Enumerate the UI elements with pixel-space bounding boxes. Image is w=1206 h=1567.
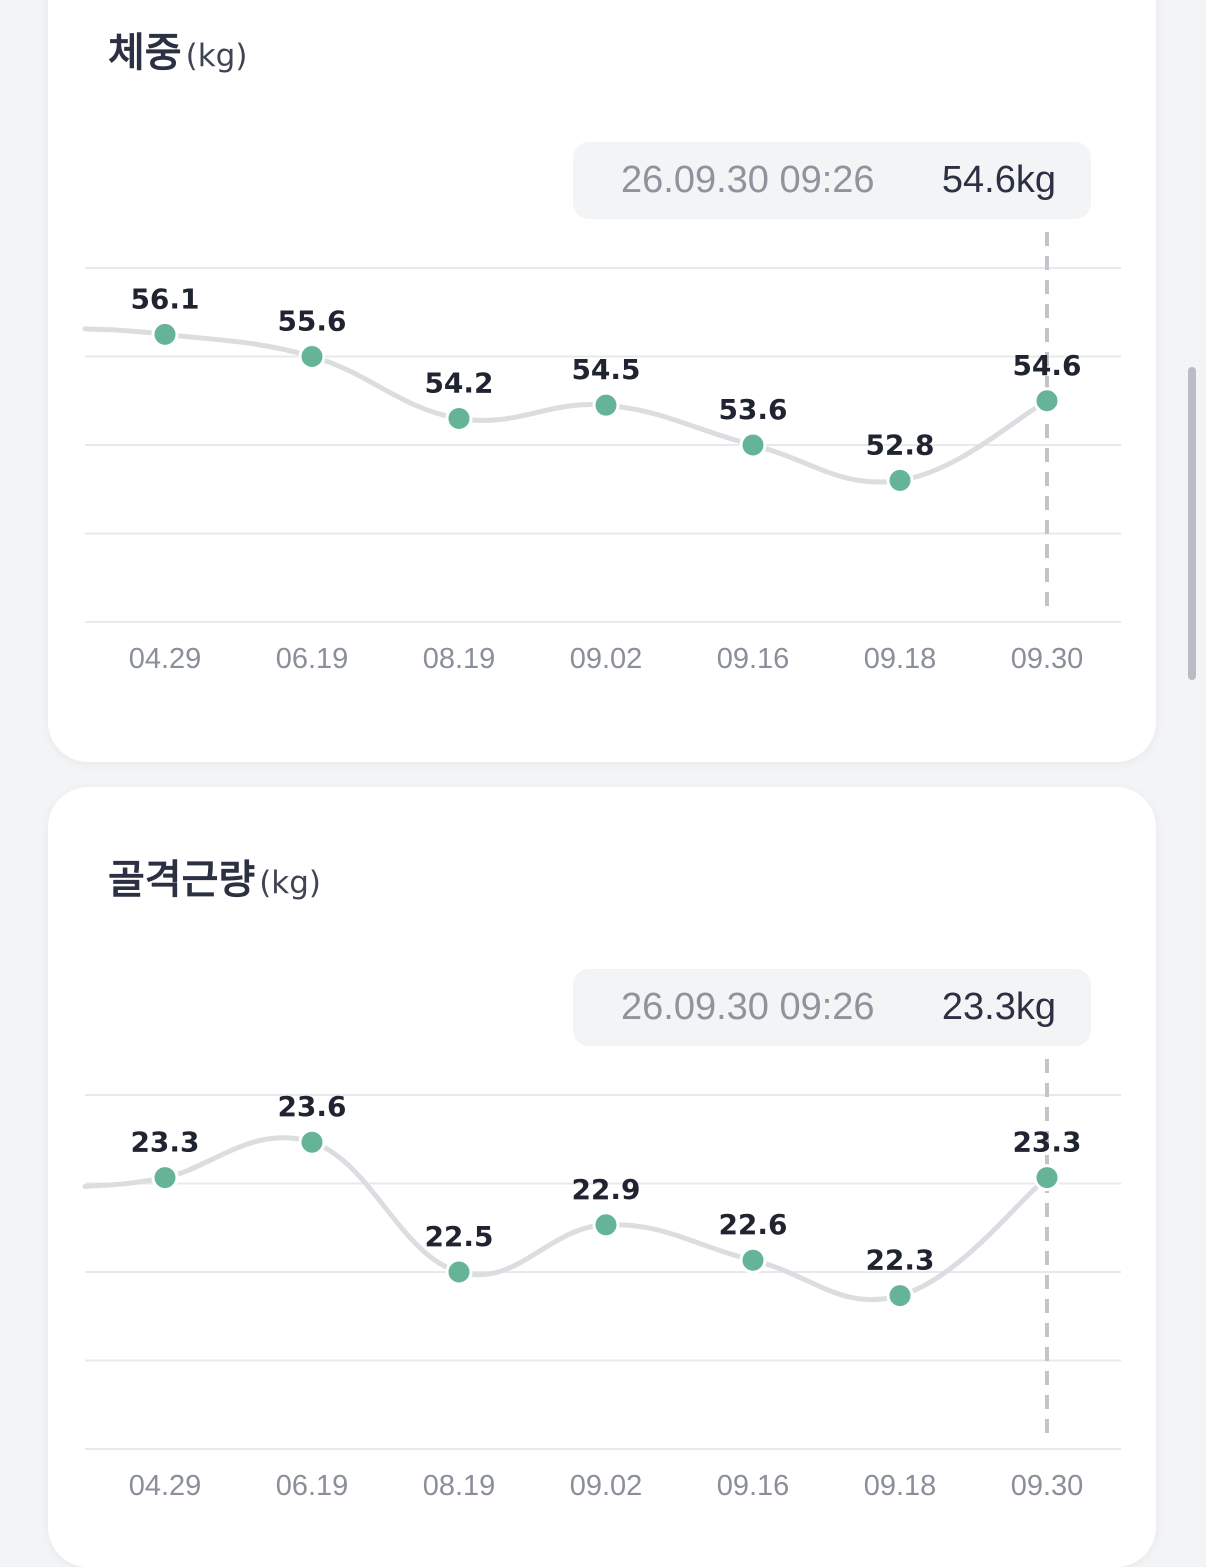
weight-data-label: 54.2 xyxy=(424,366,493,399)
muscle-tooltip-value: 23.3kg xyxy=(941,986,1056,1028)
muscle-data-label: 22.3 xyxy=(865,1244,934,1277)
weight-line-chart[interactable]: 56.1 55.6 54.2 54.5 53.6 52.8 54.6 04.29 06.19 08… xyxy=(48,0,1156,762)
weight-tooltip-time: 26.09.30 09:26 xyxy=(621,159,875,201)
muscle-point[interactable] xyxy=(445,1258,473,1286)
muscle-x-tick-label: 09.18 xyxy=(864,1470,937,1502)
weight-x-tick-label: 09.02 xyxy=(570,643,643,675)
muscle-data-label: 23.6 xyxy=(277,1090,346,1123)
muscle-point[interactable] xyxy=(1033,1164,1061,1192)
weight-point[interactable] xyxy=(739,431,767,459)
muscle-point[interactable] xyxy=(886,1282,914,1310)
weight-x-tick-label: 09.16 xyxy=(717,643,790,675)
weight-point[interactable] xyxy=(298,343,326,370)
muscle-tooltip: 26.09.30 09:26 23.3kg xyxy=(573,969,1091,1046)
weight-data-label: 55.6 xyxy=(277,305,346,338)
weight-card-title: 체중 (kg) xyxy=(108,20,247,78)
muscle-point[interactable] xyxy=(592,1211,620,1239)
muscle-data-label: 23.3 xyxy=(1012,1126,1081,1159)
muscle-x-tick-label: 06.19 xyxy=(276,1470,349,1502)
weight-tooltip-value: 54.6kg xyxy=(941,159,1056,201)
weight-data-label: 54.5 xyxy=(571,353,640,386)
muscle-data-label: 22.5 xyxy=(424,1220,493,1253)
weight-title-text: 체중 xyxy=(108,30,182,76)
weight-point[interactable] xyxy=(445,404,473,432)
muscle-line-chart[interactable]: 23.3 23.6 22.5 22.9 22.6 22.3 23.3 04.29 06.19 08… xyxy=(48,787,1156,1567)
muscle-point[interactable] xyxy=(739,1246,767,1274)
weight-data-label: 53.6 xyxy=(718,393,787,426)
muscle-card-title: 골격근량 (kg) xyxy=(108,847,321,905)
muscle-unit: (kg) xyxy=(259,865,322,901)
muscle-point[interactable] xyxy=(298,1128,326,1156)
weight-data-label: 52.8 xyxy=(865,428,934,461)
weight-x-tick-label: 06.19 xyxy=(276,643,349,675)
muscle-x-tick-label: 09.16 xyxy=(717,1470,790,1502)
muscle-x-tick-label: 09.30 xyxy=(1011,1470,1084,1502)
muscle-data-label: 22.6 xyxy=(718,1208,787,1241)
weight-point[interactable] xyxy=(1033,387,1061,415)
muscle-data-label: 23.3 xyxy=(130,1126,199,1159)
weight-x-tick-label: 09.30 xyxy=(1011,643,1084,675)
weight-card: 체중 (kg) 26.09.30 09:26 54.6kg 56.1 55.6 54.… xyxy=(48,0,1156,762)
weight-x-tick-label: 08.19 xyxy=(423,643,496,675)
muscle-tooltip-time: 26.09.30 09:26 xyxy=(621,986,875,1028)
muscle-x-tick-label: 08.19 xyxy=(423,1470,496,1502)
weight-point[interactable] xyxy=(592,391,620,419)
muscle-x-tick-label: 04.29 xyxy=(129,1470,202,1502)
weight-point[interactable] xyxy=(886,466,914,494)
muscle-x-tick-label: 09.02 xyxy=(570,1470,643,1502)
weight-point[interactable] xyxy=(151,320,179,348)
muscle-point[interactable] xyxy=(151,1164,179,1192)
muscle-card: 골격근량 (kg) 26.09.30 09:26 23.3kg 23.3 23.6 2… xyxy=(48,787,1156,1567)
weight-data-label: 54.6 xyxy=(1012,349,1081,382)
weight-unit: (kg) xyxy=(185,38,248,74)
weight-x-tick-label: 04.29 xyxy=(129,643,202,675)
muscle-data-label: 22.9 xyxy=(571,1173,640,1206)
muscle-title-text: 골격근량 xyxy=(108,857,256,903)
scrollbar[interactable] xyxy=(1188,367,1196,680)
weight-tooltip: 26.09.30 09:26 54.6kg xyxy=(573,142,1091,219)
weight-data-label: 56.1 xyxy=(130,282,199,315)
weight-x-tick-label: 09.18 xyxy=(864,643,937,675)
